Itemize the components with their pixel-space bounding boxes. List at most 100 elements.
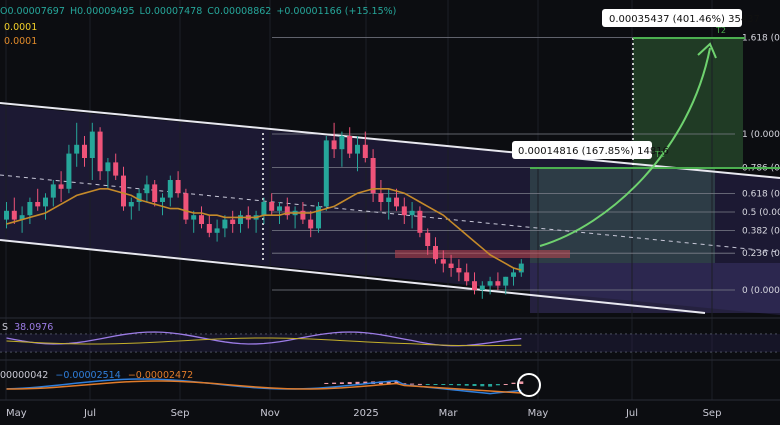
- ma2-legend: 0.0001: [4, 36, 37, 47]
- histogram-bar: [332, 382, 337, 384]
- ohlc-legend: O0.00007697 H0.00009495 L0.00007478 C0.0…: [0, 6, 396, 17]
- candle-body: [11, 210, 17, 220]
- time-axis-label: Nov: [260, 408, 280, 419]
- rsi-legend: S 38.0976: [2, 322, 53, 333]
- candle-body: [50, 184, 56, 198]
- histogram-bar: [339, 382, 344, 384]
- histogram-bar: [456, 384, 461, 386]
- candle-body: [66, 153, 72, 189]
- projection-arrow: [539, 47, 711, 247]
- candle-body: [199, 215, 204, 224]
- candle-body: [440, 259, 446, 264]
- candle-body: [97, 131, 103, 172]
- candle-body: [300, 210, 306, 220]
- candle-body: [74, 144, 80, 154]
- candle-body: [4, 210, 9, 220]
- candle-body: [370, 158, 376, 194]
- time-axis-label: Jul: [625, 408, 638, 419]
- candle-body: [448, 263, 454, 268]
- t1-tag: T1: [654, 150, 665, 159]
- candle-body: [456, 268, 462, 273]
- time-axis-label: Mar: [439, 408, 459, 419]
- channel-lower-line: [0, 239, 706, 314]
- fib-label: 0.5 (0.0001: [742, 208, 780, 218]
- candle-body: [144, 184, 150, 194]
- time-axis-label: Sep: [703, 408, 722, 419]
- histogram-bar: [511, 382, 516, 384]
- candle-body: [316, 206, 321, 229]
- lower-zone: [530, 263, 780, 313]
- histogram-bar: [480, 384, 485, 387]
- candle-body: [511, 272, 516, 277]
- time-axis-label: May: [6, 408, 27, 419]
- histogram-bar: [488, 384, 493, 387]
- candle-body: [347, 136, 353, 154]
- candle-body: [284, 206, 290, 216]
- target2-label: 0.00035437 (401.46%) 35437: [609, 14, 760, 25]
- rsi-ma-line: [6, 337, 522, 347]
- candle-body: [191, 215, 197, 220]
- highlight-circle: [517, 373, 541, 397]
- target1-label-box: [512, 141, 652, 159]
- candle-body: [58, 184, 64, 189]
- candle-body: [206, 224, 212, 233]
- candle-body: [409, 210, 415, 216]
- time-axis-label: May: [528, 408, 549, 419]
- candle-body: [308, 219, 314, 229]
- histogram-bar: [386, 381, 391, 384]
- candle-body: [183, 193, 189, 220]
- candle-body: [386, 197, 392, 202]
- candle-body: [277, 206, 282, 211]
- fib-label: 1.618 (0.0003: [742, 34, 780, 44]
- grid-lines: [5, 0, 713, 400]
- fib-label: 0.618 (0.000: [742, 190, 780, 200]
- candle-body: [136, 193, 142, 202]
- candle-body: [160, 197, 165, 202]
- candle-body: [495, 281, 501, 286]
- moving-average-line: [6, 188, 522, 271]
- histogram-bar: [503, 384, 508, 385]
- candle-body: [394, 197, 399, 207]
- fib-label: 0.382 (0.000: [742, 226, 780, 236]
- candle-body: [105, 162, 111, 172]
- time-axis[interactable]: May Jul Sep Nov 2025 Mar May Jul Sep: [6, 408, 721, 419]
- histogram-bar: [449, 384, 454, 386]
- target1-zone: [530, 168, 715, 263]
- candle-body: [152, 184, 158, 202]
- candle-body: [479, 285, 485, 290]
- histogram-bar: [363, 381, 368, 384]
- candle-body: [19, 215, 25, 220]
- histogram-bar: [355, 381, 360, 384]
- channel-mid-line: [0, 174, 780, 253]
- candle-body: [503, 276, 509, 286]
- time-axis-label: Jul: [83, 408, 96, 419]
- candle-body: [261, 202, 267, 216]
- histogram-bar: [519, 381, 524, 384]
- histogram-bar: [464, 384, 469, 386]
- time-axis-label: Sep: [171, 408, 190, 419]
- candle-body: [417, 210, 423, 233]
- macd-legend: 00000042 −0.00002514 −0.00002472: [0, 370, 193, 381]
- candle-body: [230, 219, 236, 224]
- histogram-bar: [324, 382, 329, 384]
- candle-body: [362, 144, 368, 158]
- candle-body: [425, 232, 431, 246]
- candle-body: [487, 281, 493, 286]
- resistance-zone: [395, 250, 570, 258]
- histogram-bar: [402, 383, 407, 385]
- t2-tag: T2: [715, 26, 726, 35]
- histogram-bar: [425, 384, 430, 385]
- candle-body: [128, 202, 134, 207]
- candle-body: [222, 219, 228, 229]
- arrow-head-icon: [697, 42, 717, 59]
- histogram-bar: [495, 384, 500, 386]
- candle-body: [82, 144, 87, 158]
- candle-body: [518, 263, 524, 273]
- candle-body: [433, 246, 438, 260]
- candle-body: [378, 193, 384, 202]
- candle-body: [43, 197, 48, 207]
- candle-body: [214, 228, 220, 233]
- candle-body: [27, 202, 33, 216]
